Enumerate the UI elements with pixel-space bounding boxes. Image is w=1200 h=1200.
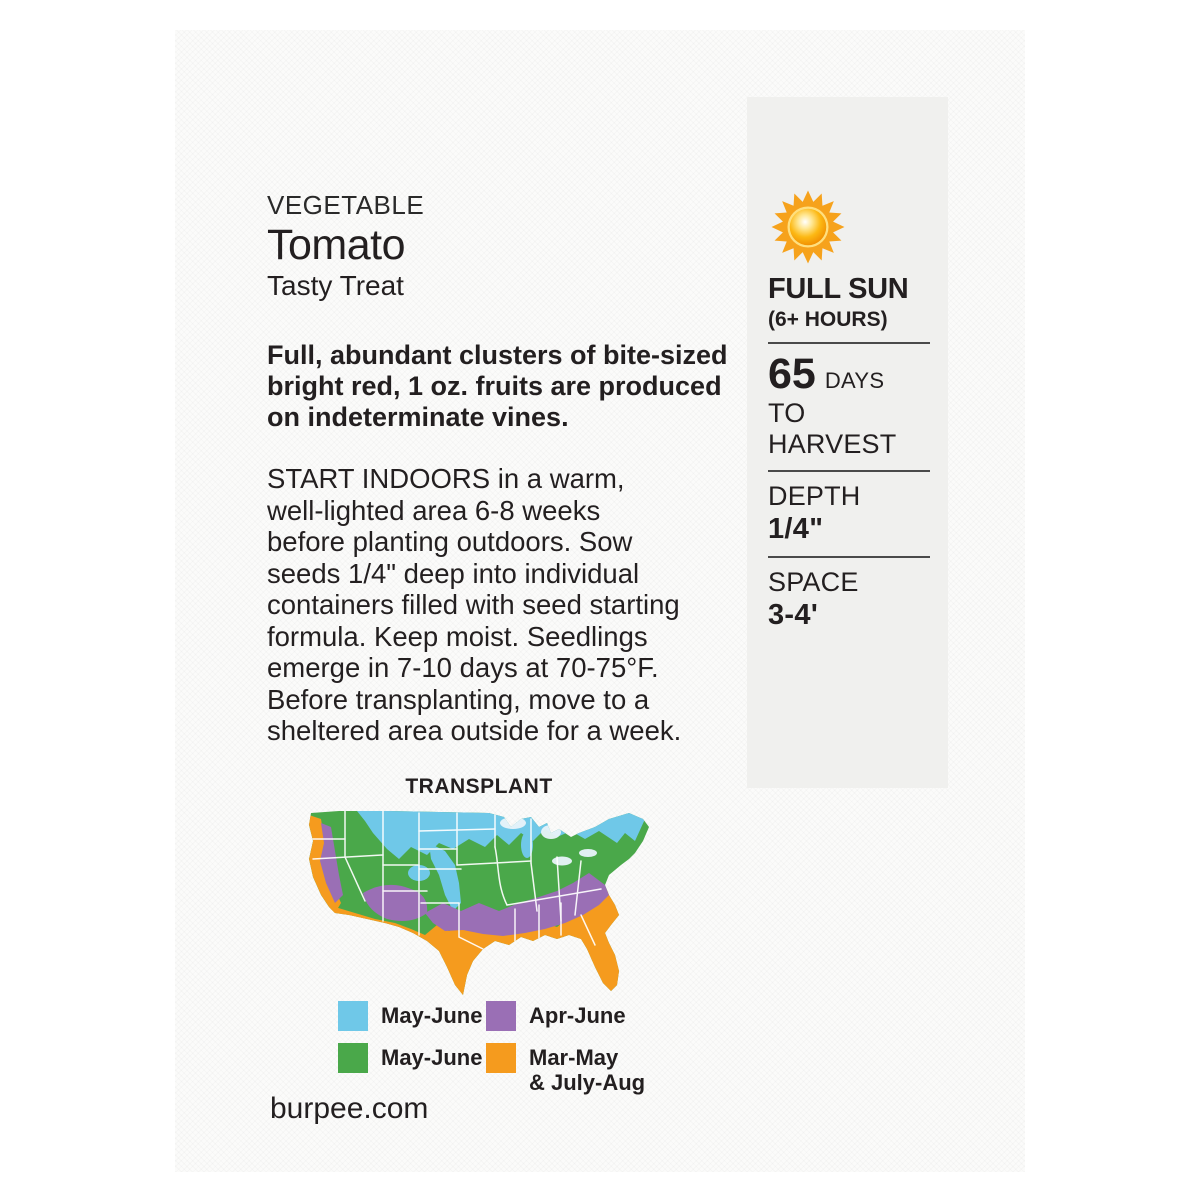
sowing-instructions: START INDOORS in a warm, well-lighted ar… xyxy=(267,463,682,747)
legend-item-orange: Mar-May & July-Aug xyxy=(486,1043,706,1095)
legend-label: May-June xyxy=(381,1003,483,1028)
us-transplant-zone-map xyxy=(309,811,649,995)
sun-hours-label: (6+ HOURS) xyxy=(768,308,888,331)
to-harvest-label: TO HARVEST xyxy=(768,398,897,459)
depth-value: 1/4" xyxy=(768,513,824,545)
legend-label: Apr-June xyxy=(529,1003,626,1028)
website-url: burpee.com xyxy=(270,1092,429,1125)
days-unit: DAYS xyxy=(824,368,885,393)
legend-swatch-green xyxy=(338,1043,368,1073)
divider xyxy=(768,342,930,344)
sun-icon xyxy=(770,189,846,265)
divider xyxy=(768,470,930,472)
legend-item-purple: Apr-June xyxy=(486,1001,706,1031)
map-legend: May-June Apr-June May-June Mar-May & Jul… xyxy=(338,1001,706,1095)
map-title: TRANSPLANT xyxy=(405,775,553,798)
state-borders xyxy=(309,811,602,950)
growing-info-sidebar: FULL SUN (6+ HOURS) 65 DAYS TO HARVEST D… xyxy=(747,97,948,788)
space-value: 3-4' xyxy=(768,599,819,631)
legend-item-green: May-June xyxy=(338,1043,486,1095)
packet-panel: VEGETABLE Tomato Tasty Treat Full, abund… xyxy=(175,30,1025,1172)
legend-label: Mar-May & July-Aug xyxy=(529,1045,646,1095)
space-label: SPACE xyxy=(768,567,859,597)
days-value: 65 xyxy=(768,350,816,398)
legend-label: May-June xyxy=(381,1045,483,1070)
transplant-map-section: TRANSPLANT xyxy=(299,775,659,1003)
legend-swatch-orange xyxy=(486,1043,516,1073)
product-description: Full, abundant clusters of bite-sized br… xyxy=(267,340,728,433)
days-to-harvest-stat: 65 DAYS xyxy=(768,353,930,396)
depth-label: DEPTH xyxy=(768,481,861,511)
category-label: VEGETABLE xyxy=(267,190,425,220)
legend-swatch-purple xyxy=(486,1001,516,1031)
product-title: Tomato xyxy=(267,221,406,269)
legend-item-blue: May-June xyxy=(338,1001,486,1031)
variety-name: Tasty Treat xyxy=(267,270,404,302)
legend-swatch-blue xyxy=(338,1001,368,1031)
divider xyxy=(768,556,930,558)
full-sun-label: FULL SUN xyxy=(768,273,909,305)
main-text-column: VEGETABLE Tomato Tasty Treat Full, abund… xyxy=(267,190,737,747)
